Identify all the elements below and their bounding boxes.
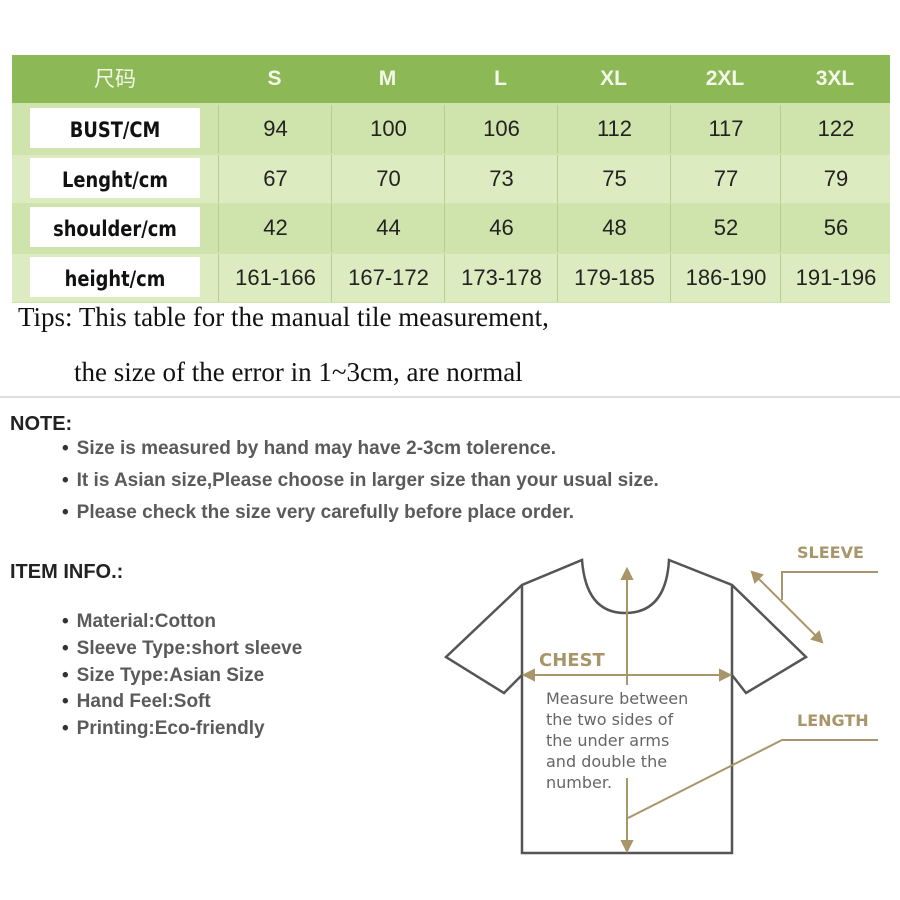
item-info-title: ITEM INFO.:	[10, 561, 124, 583]
table-cell: 46	[444, 204, 558, 252]
header-size: M	[378, 67, 397, 90]
tshirt-outline	[443, 558, 809, 855]
chest-label: CHEST	[539, 650, 606, 671]
header-size: L	[494, 67, 507, 90]
table-cell: 167-172	[331, 253, 445, 302]
item-info-item: Size Type:Asian Size	[62, 665, 265, 687]
item-info-item: Material:Cotton	[62, 611, 216, 633]
table-cell: 44	[331, 204, 445, 252]
tips-line-1: Tips: This table for the manual tile mea…	[18, 302, 549, 332]
table-cell: 52	[670, 204, 781, 252]
table-cell: 77	[670, 154, 781, 203]
item-info-item: Sleeve Type:short sleeve	[62, 638, 303, 660]
table-cell: 117	[670, 105, 781, 153]
table-cell: 179-185	[557, 253, 671, 302]
table-cell: 122	[780, 105, 891, 153]
row-label: height/cm	[30, 256, 200, 297]
table-cell: 191-196	[780, 253, 891, 302]
table-row: height/cm 161-166 167-172 173-178 179-185 186…	[12, 253, 891, 302]
header-size: XL	[600, 67, 627, 90]
item-info-item: Printing:Eco-friendly	[62, 718, 265, 740]
table-cell: 67	[218, 154, 332, 203]
table-cell: 94	[218, 105, 332, 153]
size-table: 尺码 S M L XL 2XL 3XL BUST/CM 94 100 106 112 11…	[12, 55, 890, 303]
divider	[0, 396, 900, 398]
instruction-line: the two sides of	[546, 710, 674, 729]
chest-instructions: Measure between the two sides of the und…	[546, 689, 688, 792]
table-cell: 79	[780, 154, 891, 203]
table-cell: 75	[557, 154, 671, 203]
table-cell: 56	[780, 204, 891, 252]
table-cell: 173-178	[444, 253, 558, 302]
table-row: shoulder/cm 42 44 46 48 52 56	[12, 204, 890, 252]
length-label: LENGTH	[797, 711, 869, 730]
instruction-line: number.	[546, 773, 612, 792]
sleeve-label: SLEEVE	[797, 543, 864, 562]
table-header: 尺码 S M L XL 2XL 3XL	[12, 55, 890, 103]
header-size: 2XL	[705, 67, 745, 90]
item-info-item: Hand Feel:Soft	[62, 691, 211, 713]
table-cell: 112	[557, 105, 671, 153]
table-row: Lenght/cm 67 70 73 75 77 79	[12, 154, 891, 203]
table-cell: 42	[218, 204, 332, 252]
table-row: BUST/CM 94 100 106 112 117 122	[12, 105, 890, 153]
table-cell: 161-166	[218, 253, 332, 302]
header-size: S	[267, 67, 282, 90]
instruction-line: Measure between	[546, 689, 688, 708]
note-title: NOTE:	[10, 413, 73, 435]
table-cell: 186-190	[670, 253, 781, 302]
table-cell: 73	[444, 154, 558, 203]
tips-line-2: the size of the error in 1~3cm, are norm…	[74, 357, 523, 387]
row-label: BUST/CM	[30, 108, 200, 148]
header-corner: 尺码	[94, 67, 136, 91]
note-item: It is Asian size,Please choose in larger…	[62, 470, 659, 492]
note-item: Please check the size very carefully bef…	[62, 502, 574, 524]
note-item: Size is measured by hand may have 2-3cm …	[62, 438, 556, 460]
table-cell: 100	[331, 105, 445, 153]
table-cell: 48	[557, 204, 671, 252]
instruction-line: the under arms	[546, 731, 669, 750]
row-label: Lenght/cm	[30, 157, 200, 198]
header-size: 3XL	[815, 67, 855, 90]
table-cell: 106	[444, 105, 558, 153]
instruction-line: and double the	[546, 752, 667, 771]
row-label: shoulder/cm	[30, 207, 200, 247]
table-cell: 70	[331, 154, 445, 203]
measure-lines	[521, 566, 878, 854]
